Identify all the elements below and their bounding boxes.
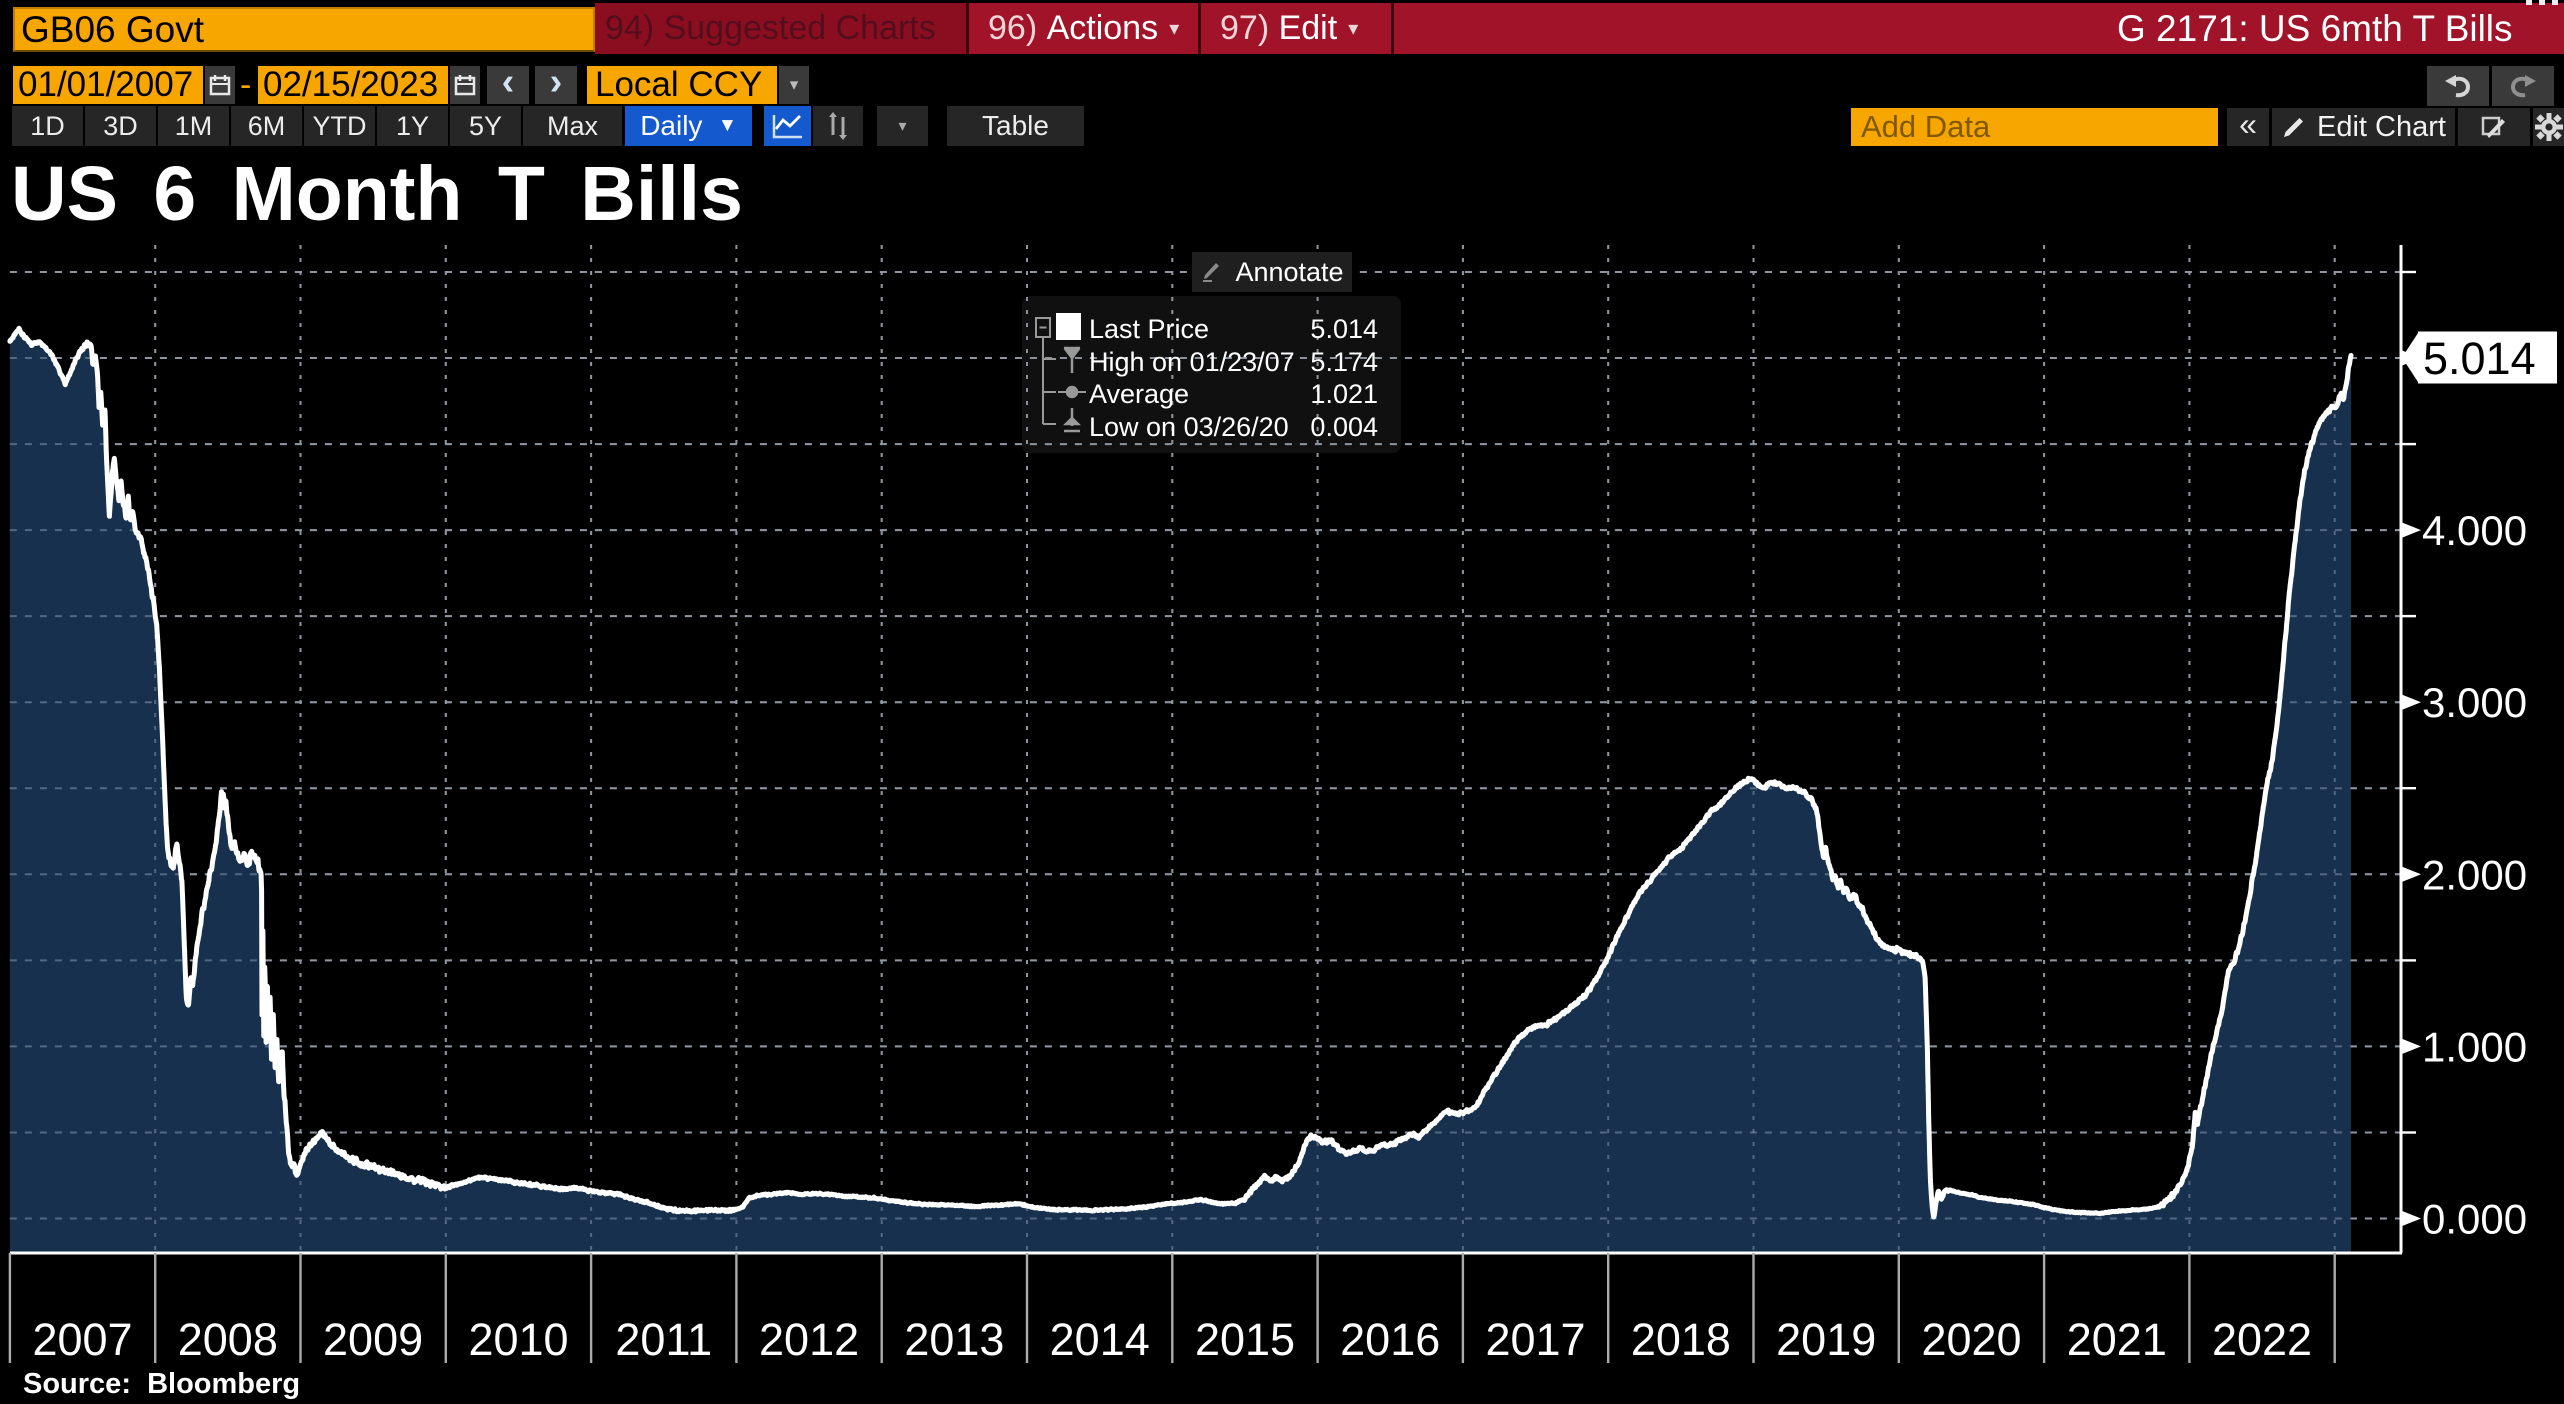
svg-text:2011: 2011 (615, 1314, 712, 1365)
svg-text:2020: 2020 (1921, 1314, 2021, 1365)
svg-text:2013: 2013 (904, 1314, 1004, 1365)
svg-text:2018: 2018 (1631, 1314, 1731, 1365)
svg-text:0.004: 0.004 (1310, 412, 1378, 442)
svg-text:5.174: 5.174 (1310, 347, 1378, 377)
svg-text:2022: 2022 (2212, 1314, 2312, 1365)
svg-text:2021: 2021 (2067, 1314, 2167, 1365)
svg-text:2016: 2016 (1340, 1314, 1440, 1365)
svg-text:2012: 2012 (759, 1314, 859, 1365)
svg-text:5.014: 5.014 (1310, 314, 1378, 344)
svg-text:2.000: 2.000 (2422, 851, 2527, 898)
svg-text:2009: 2009 (323, 1314, 423, 1365)
svg-text:2015: 2015 (1195, 1314, 1295, 1365)
svg-text:2010: 2010 (468, 1314, 568, 1365)
svg-text:1.021: 1.021 (1310, 379, 1378, 409)
svg-text:2019: 2019 (1776, 1314, 1876, 1365)
svg-text:2014: 2014 (1050, 1314, 1150, 1365)
svg-text:2008: 2008 (178, 1314, 278, 1365)
svg-text:4.000: 4.000 (2422, 507, 2527, 554)
svg-text:Average: Average (1089, 379, 1189, 409)
svg-text:Low on 03/26/20: Low on 03/26/20 (1089, 412, 1289, 442)
svg-text:2017: 2017 (1485, 1314, 1585, 1365)
svg-text:0.000: 0.000 (2422, 1196, 2527, 1243)
svg-text:Last Price: Last Price (1089, 314, 1209, 344)
svg-text:2007: 2007 (32, 1314, 132, 1365)
svg-text:3.000: 3.000 (2422, 679, 2527, 726)
svg-text:High on 01/23/07: High on 01/23/07 (1089, 347, 1295, 377)
svg-text:1.000: 1.000 (2422, 1023, 2527, 1070)
svg-text:5.014: 5.014 (2423, 333, 2536, 384)
